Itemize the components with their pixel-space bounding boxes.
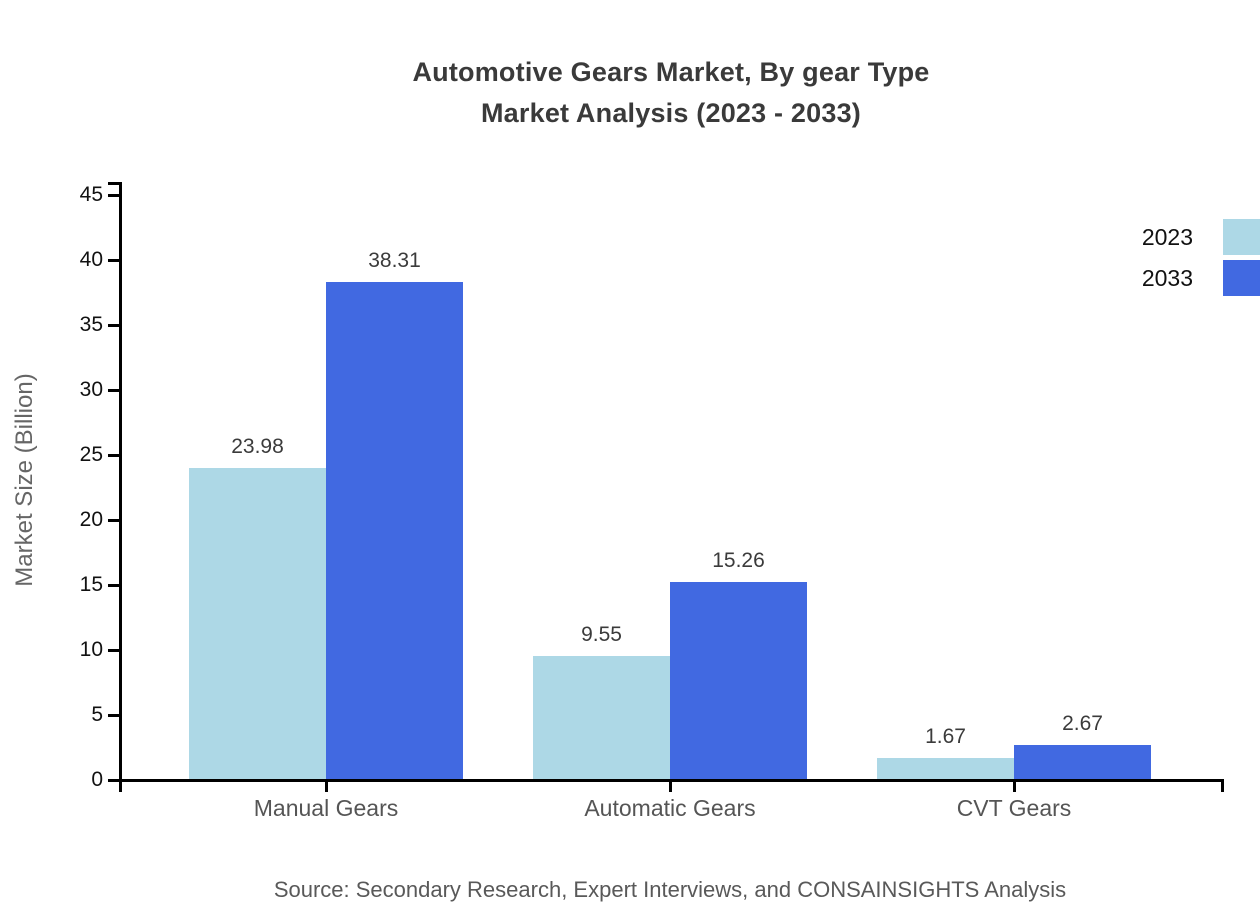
y-tick-20 <box>108 518 120 522</box>
y-tick-label-5: 5 <box>91 703 103 726</box>
x-tick-manual-gears <box>324 780 328 792</box>
bar-2033-manual-gears <box>326 281 463 780</box>
y-tick-25 <box>108 453 120 457</box>
legend-label-2033: 2033 <box>1141 264 1193 291</box>
x-axis-endcap-tick <box>1220 780 1224 792</box>
source-note: Source: Secondary Research, Expert Inter… <box>273 877 1067 902</box>
x-tick-automatic-gears <box>668 780 672 792</box>
y-tick-label-25: 25 <box>79 443 103 466</box>
y-tick-5 <box>108 713 120 717</box>
bar-2033-cvt-gears <box>1014 745 1151 780</box>
y-tick-30 <box>108 388 120 392</box>
value-label-2033-cvt-gears: 2.67 <box>1062 712 1103 736</box>
x-category-label-cvt-gears: CVT Gears <box>956 795 1072 821</box>
y-tick-label-0: 0 <box>91 768 103 791</box>
legend-label-2023: 2023 <box>1141 223 1193 250</box>
value-label-2033-manual-gears: 38.31 <box>368 248 421 272</box>
chart-title: Automotive Gears Market, By gear Type Ma… <box>120 52 1222 134</box>
legend: 2023 2033 <box>1142 219 1260 296</box>
y-tick-label-30: 30 <box>79 378 103 401</box>
legend-entry-2023: 2023 <box>1142 219 1260 255</box>
value-label-2023-cvt-gears: 1.67 <box>925 725 966 749</box>
x-tick-cvt-gears <box>1012 780 1016 792</box>
y-tick-label-40: 40 <box>79 248 103 271</box>
value-label-2023-manual-gears: 23.98 <box>231 435 284 459</box>
x-category-label-automatic-gears: Automatic Gears <box>584 795 756 821</box>
y-tick-40 <box>108 258 120 262</box>
value-label-2023-automatic-gears: 9.55 <box>581 622 622 646</box>
chart-title-line-1: Automotive Gears Market, By gear Type <box>412 57 930 87</box>
y-tick-label-20: 20 <box>79 508 103 531</box>
y-tick-10 <box>108 648 120 652</box>
y-tick-15 <box>108 583 120 587</box>
y-axis-spine <box>118 182 122 792</box>
y-tick-35 <box>108 323 120 327</box>
y-tick-0 <box>108 778 120 782</box>
x-category-label-manual-gears: Manual Gears <box>253 795 399 821</box>
y-axis-endcap-tick <box>108 182 120 185</box>
y-tick-label-15: 15 <box>79 573 103 596</box>
y-tick-45 <box>108 193 120 197</box>
y-tick-label-10: 10 <box>79 638 103 661</box>
bar-2023-manual-gears <box>189 468 326 780</box>
y-tick-label-35: 35 <box>79 313 103 336</box>
bar-2023-cvt-gears <box>877 758 1014 780</box>
legend-swatch-2023 <box>1223 219 1260 255</box>
legend-entry-2033: 2033 <box>1142 260 1260 296</box>
y-tick-label-45: 45 <box>79 183 103 206</box>
bar-2023-automatic-gears <box>533 655 670 780</box>
value-label-2033-automatic-gears: 15.26 <box>712 548 765 572</box>
bar-2033-automatic-gears <box>670 581 807 780</box>
chart-title-line-2: Market Analysis (2023 - 2033) <box>480 98 861 128</box>
legend-swatch-2033 <box>1223 260 1260 296</box>
